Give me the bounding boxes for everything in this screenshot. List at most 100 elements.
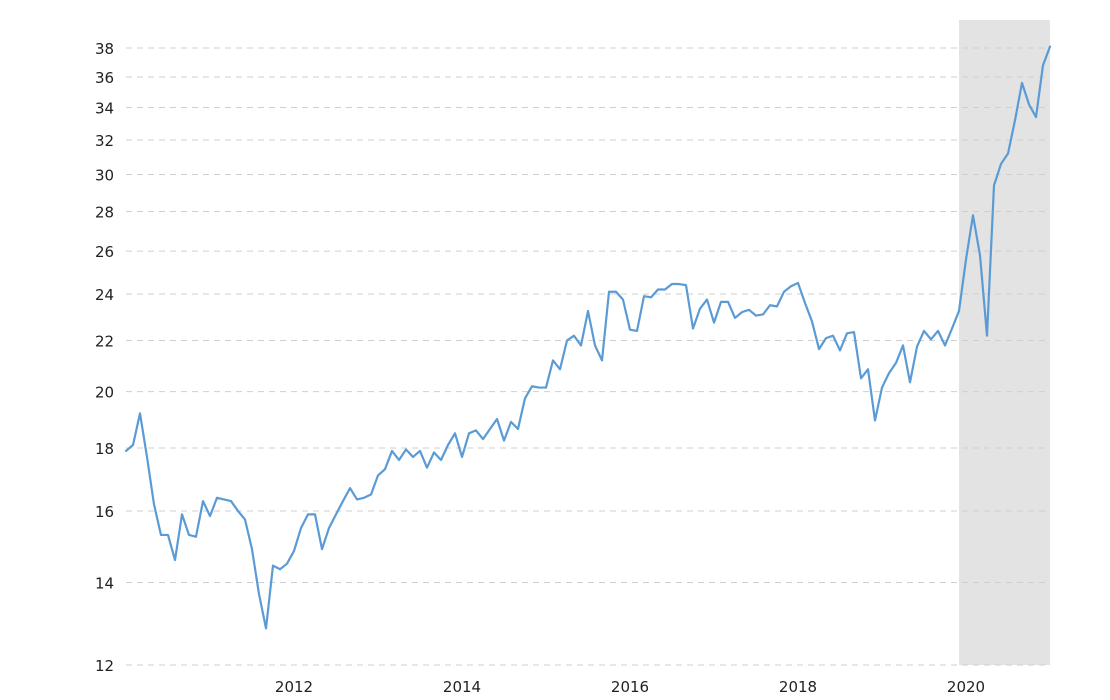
data-point (586, 309, 590, 313)
data-point (145, 455, 149, 459)
data-point (348, 486, 352, 490)
data-point (327, 526, 331, 530)
data-point (768, 303, 772, 307)
data-point (551, 358, 555, 362)
data-point (964, 257, 968, 261)
data-point (572, 334, 576, 338)
data-point (397, 458, 401, 462)
data-point (362, 496, 366, 500)
data-point (544, 386, 548, 390)
data-point (257, 592, 261, 596)
y-axis-ticks: 12 14 16 18 20 22 24 26 28 30 32 34 36 38 (95, 40, 114, 675)
data-point (761, 312, 765, 316)
data-point (481, 437, 485, 441)
data-point (355, 497, 359, 501)
data-point (866, 367, 870, 371)
data-point (523, 396, 527, 400)
data-point (502, 439, 506, 443)
data-point (579, 343, 583, 347)
data-point (943, 343, 947, 347)
data-point (369, 493, 373, 497)
y-tick-label-20: 20 (95, 384, 114, 402)
data-point (173, 558, 177, 562)
data-point (873, 418, 877, 422)
data-point (747, 308, 751, 312)
x-axis-ticks: 2012 2014 2016 2018 2020 (275, 678, 985, 696)
data-point (908, 380, 912, 384)
data-point (698, 307, 702, 311)
data-point (859, 376, 863, 380)
data-point (474, 428, 478, 432)
y-tick-label-22: 22 (95, 333, 114, 351)
data-point (1020, 81, 1024, 85)
data-point (803, 301, 807, 305)
data-point (376, 473, 380, 477)
data-point (691, 327, 695, 331)
series-line-0 (124, 45, 1052, 630)
x-tick-label-2018: 2018 (779, 678, 817, 696)
data-point (138, 411, 142, 415)
data-point (439, 458, 443, 462)
data-point (775, 304, 779, 308)
data-point (390, 449, 394, 453)
data-point (124, 449, 128, 453)
data-point (1006, 152, 1010, 156)
x-tick-label-2012: 2012 (275, 678, 313, 696)
data-point (663, 288, 667, 292)
data-point (922, 329, 926, 333)
data-point (1013, 118, 1017, 122)
data-point (894, 361, 898, 365)
y-tick-label-32: 32 (95, 132, 114, 150)
data-point (453, 431, 457, 435)
data-point (600, 358, 604, 362)
data-point (313, 512, 317, 516)
data-point (334, 512, 338, 516)
data-point (1034, 115, 1038, 119)
y-tick-label-12: 12 (95, 657, 114, 675)
data-point (222, 497, 226, 501)
y-tick-label-16: 16 (95, 503, 114, 521)
data-point (628, 328, 632, 332)
x-tick-label-2016: 2016 (611, 678, 649, 696)
data-point (684, 283, 688, 287)
data-point (649, 295, 653, 299)
data-point (978, 253, 982, 257)
data-point (901, 343, 905, 347)
x-tick-label-2014: 2014 (443, 678, 481, 696)
data-point (789, 284, 793, 288)
data-point (446, 443, 450, 447)
y-tick-label-36: 36 (95, 69, 114, 87)
y-tick-label-30: 30 (95, 167, 114, 185)
recession-shade-0 (959, 20, 1050, 665)
data-point (467, 431, 471, 435)
data-point (712, 321, 716, 325)
data-point (880, 386, 884, 390)
recession-shading-layer (959, 20, 1050, 665)
data-point (306, 512, 310, 516)
data-point (929, 337, 933, 341)
data-point (705, 298, 709, 302)
data-point (635, 329, 639, 333)
data-point (936, 329, 940, 333)
data-point (159, 533, 163, 537)
x-tick-label-2020: 2020 (947, 678, 985, 696)
data-point (733, 316, 737, 320)
series-layer (124, 45, 1052, 630)
data-point (887, 371, 891, 375)
data-point (229, 499, 233, 503)
data-point (985, 334, 989, 338)
data-point (278, 567, 282, 571)
data-point (915, 345, 919, 349)
data-point (208, 514, 212, 518)
data-point (1041, 63, 1045, 67)
data-point (796, 281, 800, 285)
data-point (537, 386, 541, 390)
data-point (838, 348, 842, 352)
data-point (516, 427, 520, 431)
data-point (565, 339, 569, 343)
data-point (950, 327, 954, 331)
data-point (243, 517, 247, 521)
data-point (131, 443, 135, 447)
data-point (1027, 102, 1031, 106)
